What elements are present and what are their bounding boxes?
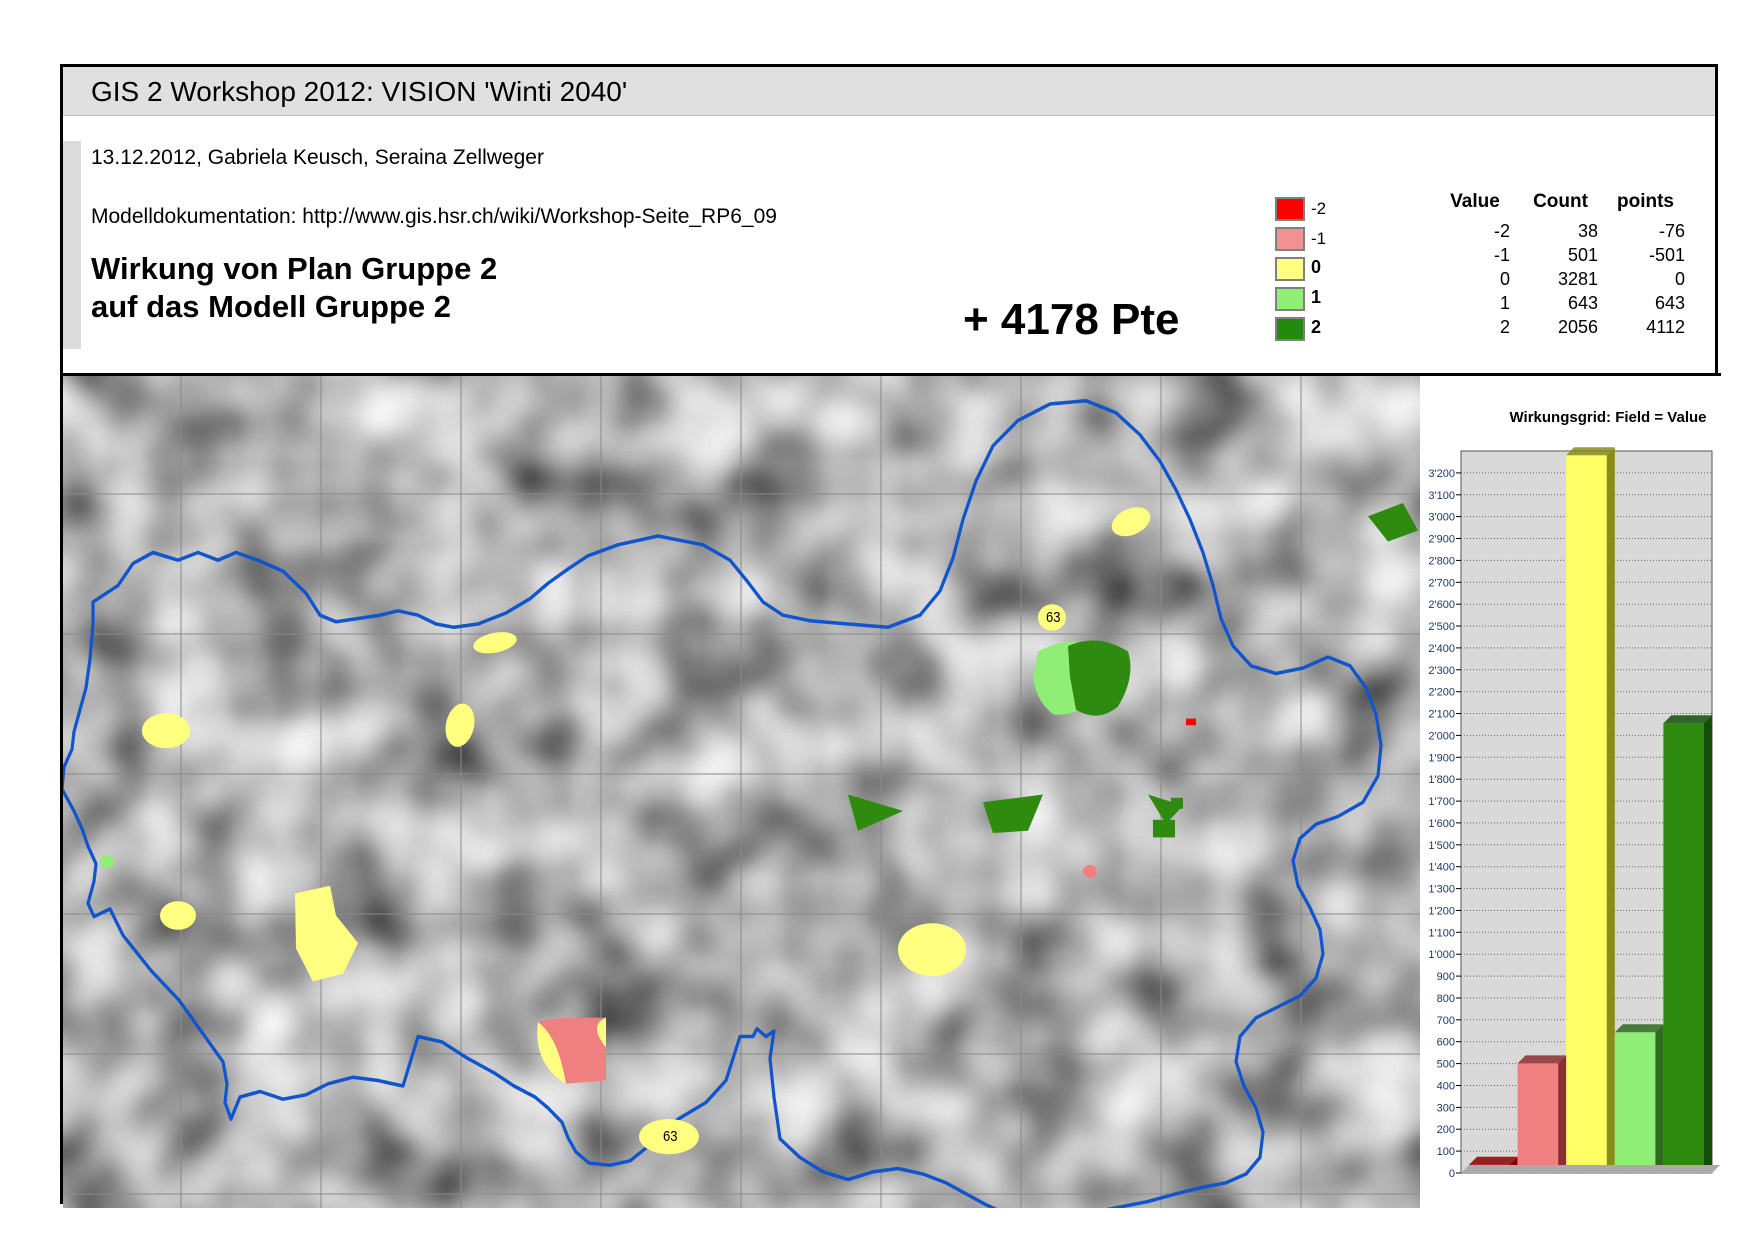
- svg-text:900: 900: [1437, 971, 1455, 983]
- svg-text:2'400: 2'400: [1428, 643, 1455, 655]
- svg-text:2'100: 2'100: [1428, 709, 1455, 721]
- svg-text:2'900: 2'900: [1428, 534, 1455, 546]
- svg-text:63: 63: [663, 1128, 677, 1144]
- svg-text:3'200: 3'200: [1428, 468, 1455, 480]
- svg-text:1'900: 1'900: [1428, 752, 1455, 764]
- svg-text:400: 400: [1437, 1081, 1455, 1093]
- svg-text:2'500: 2'500: [1428, 621, 1455, 633]
- svg-text:2'600: 2'600: [1428, 599, 1455, 611]
- svg-text:63: 63: [1046, 609, 1060, 625]
- svg-text:100: 100: [1437, 1146, 1455, 1158]
- svg-text:300: 300: [1437, 1102, 1455, 1114]
- svg-text:Wirkungsgrid: Field = Value: Wirkungsgrid: Field = Value: [1510, 409, 1707, 426]
- svg-text:2'000: 2'000: [1428, 730, 1455, 742]
- svg-text:700: 700: [1437, 1015, 1455, 1027]
- svg-text:2'700: 2'700: [1428, 577, 1455, 589]
- svg-text:500: 500: [1437, 1059, 1455, 1071]
- svg-text:2'800: 2'800: [1428, 555, 1455, 567]
- svg-text:2'200: 2'200: [1428, 687, 1455, 699]
- svg-text:1'500: 1'500: [1428, 840, 1455, 852]
- svg-text:3'000: 3'000: [1428, 512, 1455, 524]
- svg-text:3'100: 3'100: [1428, 490, 1455, 502]
- svg-text:0: 0: [1449, 1168, 1455, 1180]
- svg-text:1'200: 1'200: [1428, 906, 1455, 918]
- svg-text:200: 200: [1437, 1124, 1455, 1136]
- svg-text:800: 800: [1437, 993, 1455, 1005]
- svg-text:600: 600: [1437, 1037, 1455, 1049]
- svg-text:1'600: 1'600: [1428, 818, 1455, 830]
- svg-text:1'700: 1'700: [1428, 796, 1455, 808]
- svg-text:1'100: 1'100: [1428, 927, 1455, 939]
- svg-text:1'400: 1'400: [1428, 862, 1455, 874]
- svg-text:1'000: 1'000: [1428, 949, 1455, 961]
- svg-text:1'300: 1'300: [1428, 884, 1455, 896]
- svg-text:1'800: 1'800: [1428, 774, 1455, 786]
- svg-text:2'300: 2'300: [1428, 665, 1455, 677]
